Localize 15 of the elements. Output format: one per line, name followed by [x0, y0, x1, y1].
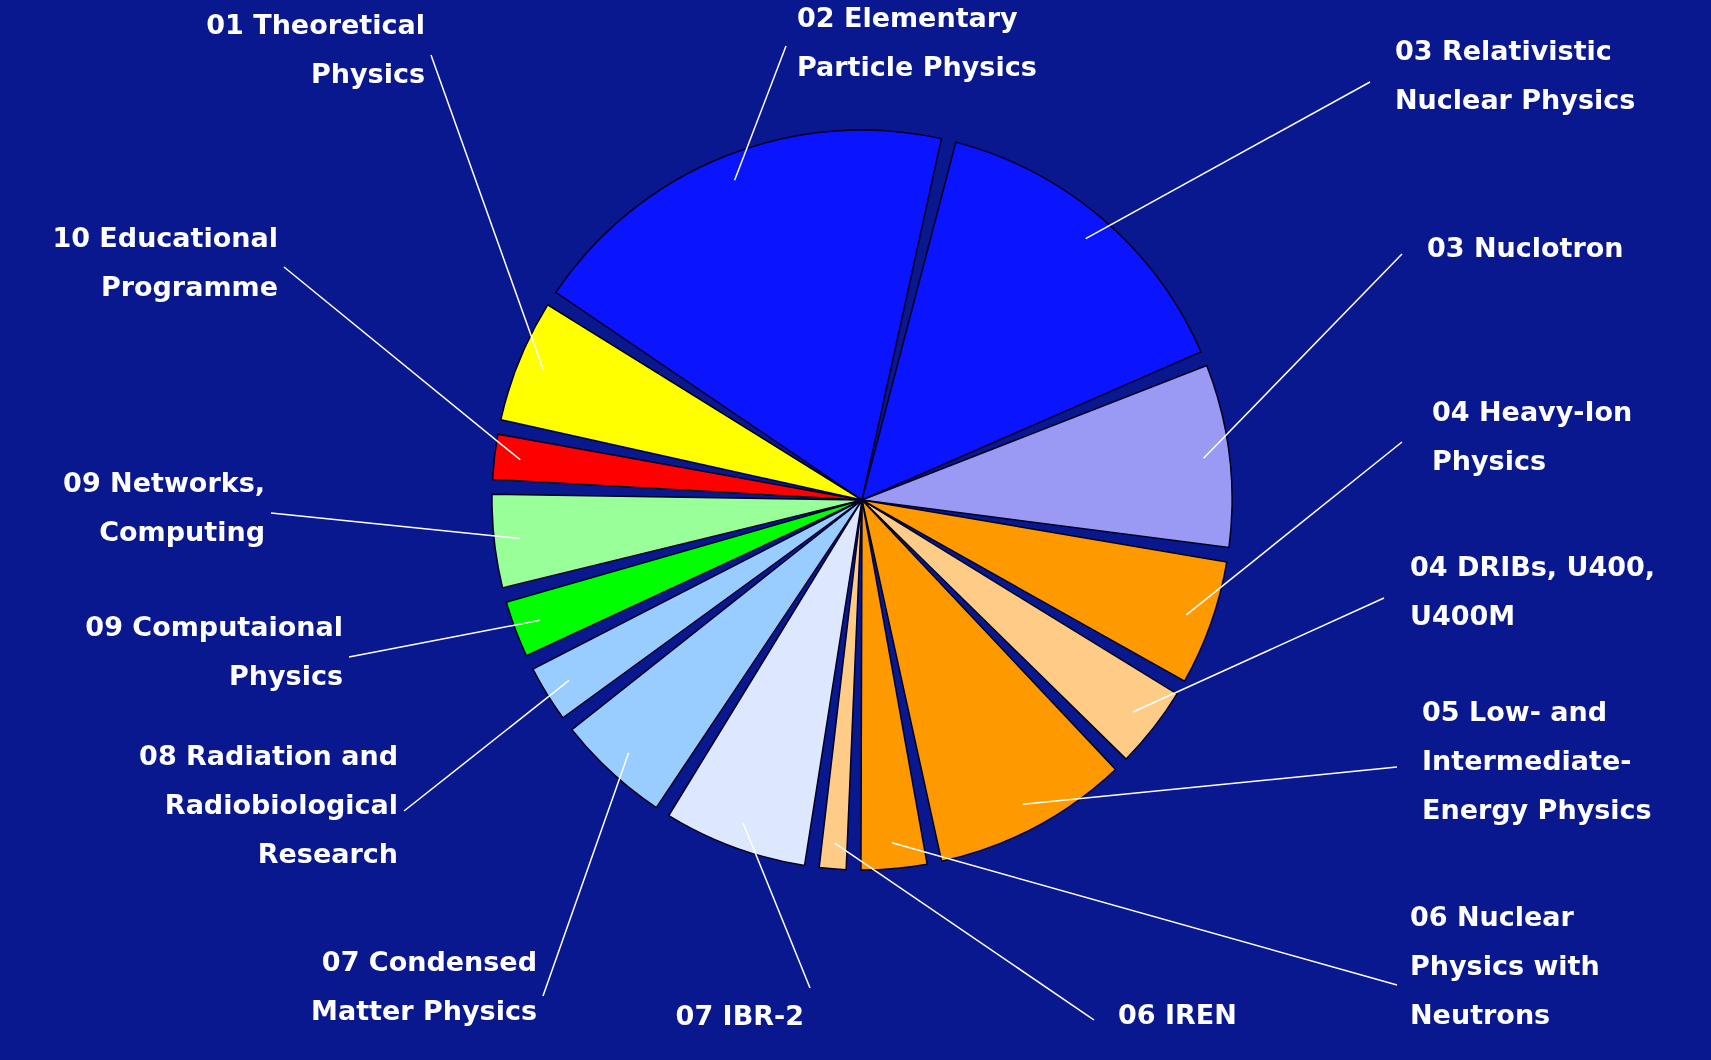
slice-label: 06 IREN: [1118, 999, 1237, 1030]
slice-label: 08 Radiation and Radiobiological Research: [139, 740, 398, 869]
slice-label: 05 Low- and Intermediate-Energy Physics: [1422, 696, 1652, 825]
slice-label: 02 Elementary Particle Physics: [797, 2, 1037, 82]
slice-label: 06 Nuclear Physics with Neutrons: [1410, 901, 1600, 1030]
slice-label: 07 IBR-2: [675, 1000, 804, 1031]
slice-label: 04 DRIBs, U400, U400M: [1410, 551, 1656, 631]
slice-label: 01 Theoretical Physics: [206, 9, 425, 89]
slice-label: 03 Nuclotron: [1427, 232, 1624, 263]
slice-label: 04 Heavy-Ion Physics: [1432, 396, 1633, 476]
slice-label: 10 Educational Programme: [52, 222, 278, 302]
slice-label: 09 Computaional Physics: [85, 611, 343, 691]
slice-label: 09 Networks, Computing: [63, 467, 265, 547]
slice-label: 03 Relativistic Nuclear Physics: [1395, 35, 1636, 115]
slice-label: 07 Condensed Matter Physics: [311, 946, 537, 1026]
